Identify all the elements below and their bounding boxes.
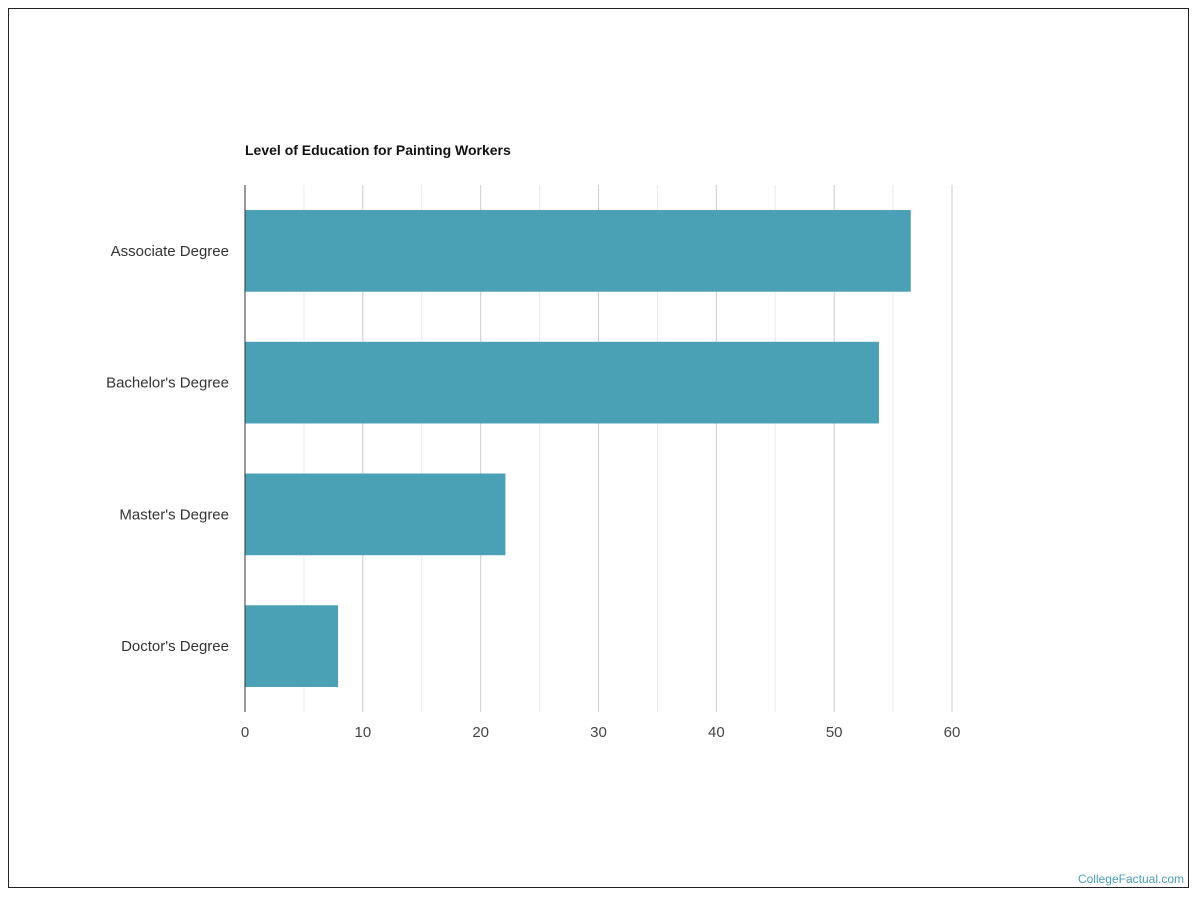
x-tick-labels: 0 10 20 30 40 50 60: [241, 724, 961, 741]
category-label: Doctor's Degree: [121, 638, 229, 655]
watermark: CollegeFactual.com: [1077, 872, 1184, 886]
category-label: Associate Degree: [111, 243, 229, 260]
chart-title: Level of Education for Painting Workers: [245, 142, 511, 158]
bar-associate-degree: [245, 210, 911, 292]
x-tick-label: 10: [354, 724, 371, 741]
category-label: Bachelor's Degree: [106, 375, 229, 392]
category-labels: Associate Degree Bachelor's Degree Master'…: [106, 243, 229, 655]
bar-bachelor-s-degree: [245, 341, 879, 424]
x-tick-label: 20: [472, 724, 489, 741]
x-tick-label: 50: [826, 724, 843, 741]
x-tick-label: 60: [944, 724, 961, 741]
bars: [245, 210, 911, 687]
bar-doctor-s-degree: [245, 605, 339, 687]
bar-master-s-degree: [245, 473, 506, 556]
category-label: Master's Degree: [119, 506, 229, 523]
x-tick-label: 30: [590, 724, 607, 741]
x-tick-label: 40: [708, 724, 725, 741]
x-tick-label: 0: [241, 724, 249, 741]
